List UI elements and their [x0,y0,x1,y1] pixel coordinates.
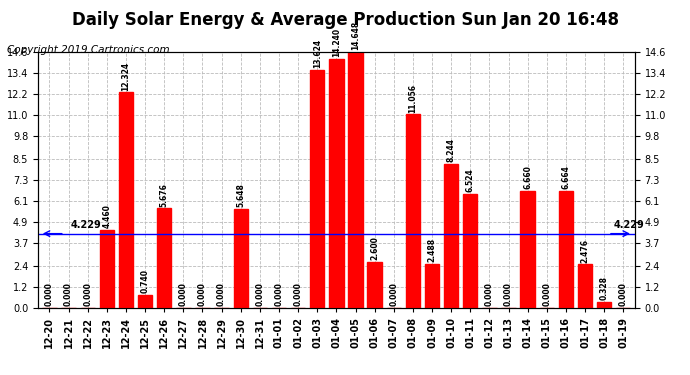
Bar [406,114,420,308]
Bar [463,194,477,308]
Bar [310,69,324,308]
Bar [368,262,382,308]
Text: 14.648: 14.648 [351,21,360,50]
Bar [157,209,171,308]
Text: 11.056: 11.056 [408,84,417,112]
Text: 5.676: 5.676 [159,183,169,207]
Text: 0.000: 0.000 [179,282,188,306]
Text: 0.000: 0.000 [45,282,54,306]
Text: 0.000: 0.000 [294,282,303,306]
Bar [119,92,133,308]
Bar [138,295,152,307]
Text: 2.600: 2.600 [370,237,379,260]
Text: 0.000: 0.000 [275,282,284,306]
Text: 0.000: 0.000 [198,282,207,306]
Text: Daily Solar Energy & Average Production Sun Jan 20 16:48: Daily Solar Energy & Average Production … [72,11,618,29]
Text: 0.000: 0.000 [217,282,226,306]
Bar [444,164,458,308]
Bar [348,52,363,308]
Bar [233,209,248,308]
Text: 13.624: 13.624 [313,39,322,68]
Text: 0.000: 0.000 [83,282,92,306]
Text: 8.244: 8.244 [446,138,455,162]
Text: 6.664: 6.664 [562,165,571,189]
Text: 0.000: 0.000 [619,282,628,306]
Bar [559,191,573,308]
Text: Copyright 2019 Cartronics.com: Copyright 2019 Cartronics.com [7,45,170,55]
Text: 0.000: 0.000 [64,282,73,306]
Text: 14.240: 14.240 [332,28,341,57]
Bar [520,191,535,308]
Text: 0.000: 0.000 [504,282,513,306]
Text: 0.000: 0.000 [542,282,551,306]
Text: 12.324: 12.324 [121,62,130,90]
Bar [329,59,344,308]
Text: 4.229: 4.229 [614,220,644,231]
Text: 6.524: 6.524 [466,168,475,192]
Text: 4.229: 4.229 [70,220,101,231]
Text: 5.648: 5.648 [236,183,245,207]
Text: 6.660: 6.660 [523,165,532,189]
Bar [597,302,611,307]
Bar [578,264,592,308]
Text: 0.000: 0.000 [389,282,398,306]
Text: 0.000: 0.000 [255,282,264,306]
Bar [425,264,440,308]
Text: 0.000: 0.000 [485,282,494,306]
Text: 2.488: 2.488 [428,238,437,262]
Text: 2.476: 2.476 [580,238,589,262]
Bar [99,230,114,308]
Text: 0.740: 0.740 [141,269,150,293]
Text: 0.328: 0.328 [600,276,609,300]
Text: 4.460: 4.460 [102,204,111,228]
